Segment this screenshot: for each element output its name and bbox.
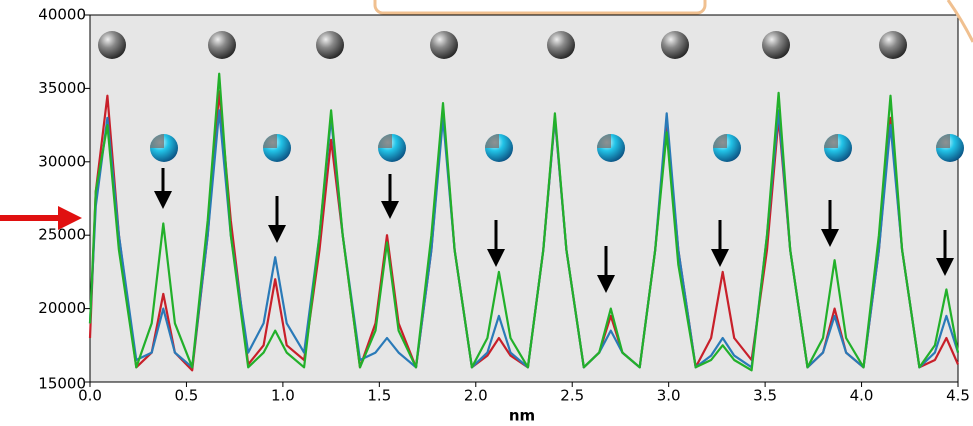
- plot-area: [89, 14, 959, 383]
- y-tick-label: 25000: [38, 226, 86, 244]
- series-line: [88, 72, 960, 372]
- plot: [88, 72, 960, 372]
- y-tick-label: 30000: [38, 152, 86, 170]
- gray-sphere: [762, 31, 790, 59]
- y-tick-label: 35000: [38, 79, 86, 97]
- highlight-box: [373, 0, 707, 15]
- sphere-wedge: [824, 134, 838, 148]
- x-axis-label: nm: [509, 407, 535, 425]
- y-tick-label: 40000: [38, 6, 86, 24]
- x-tick-label: 2.0: [464, 387, 488, 405]
- sphere-wedge: [378, 134, 392, 148]
- highlight-curve: [946, 0, 973, 43]
- y-tick-label: 15000: [38, 375, 86, 393]
- gray-sphere: [430, 31, 458, 59]
- sphere-wedge: [485, 134, 499, 148]
- x-tick-label: 1.0: [271, 387, 295, 405]
- sphere-wedge: [713, 134, 727, 148]
- x-tick-label: 3.5: [753, 387, 777, 405]
- sphere-wedge: [936, 134, 950, 148]
- x-tick-label: 4.0: [850, 387, 874, 405]
- gray-sphere: [316, 31, 344, 59]
- decorations: [98, 31, 964, 293]
- sphere-wedge: [263, 134, 277, 148]
- x-tick-label: 2.5: [560, 387, 584, 405]
- x-tick-label: 3.0: [657, 387, 681, 405]
- x-tick-label: 4.5: [946, 387, 970, 405]
- y-tick-label: 20000: [38, 299, 86, 317]
- x-tick-label: 0.5: [175, 387, 199, 405]
- gray-sphere: [661, 31, 689, 59]
- gray-sphere: [879, 31, 907, 59]
- x-tick-label: 0.0: [78, 387, 102, 405]
- gray-sphere: [547, 31, 575, 59]
- sphere-wedge: [597, 134, 611, 148]
- sphere-wedge: [150, 134, 164, 148]
- series-line: [88, 109, 960, 369]
- gray-sphere: [208, 31, 236, 59]
- gray-sphere: [98, 31, 126, 59]
- x-tick-label: 1.5: [367, 387, 391, 405]
- red-arrow: [0, 206, 82, 230]
